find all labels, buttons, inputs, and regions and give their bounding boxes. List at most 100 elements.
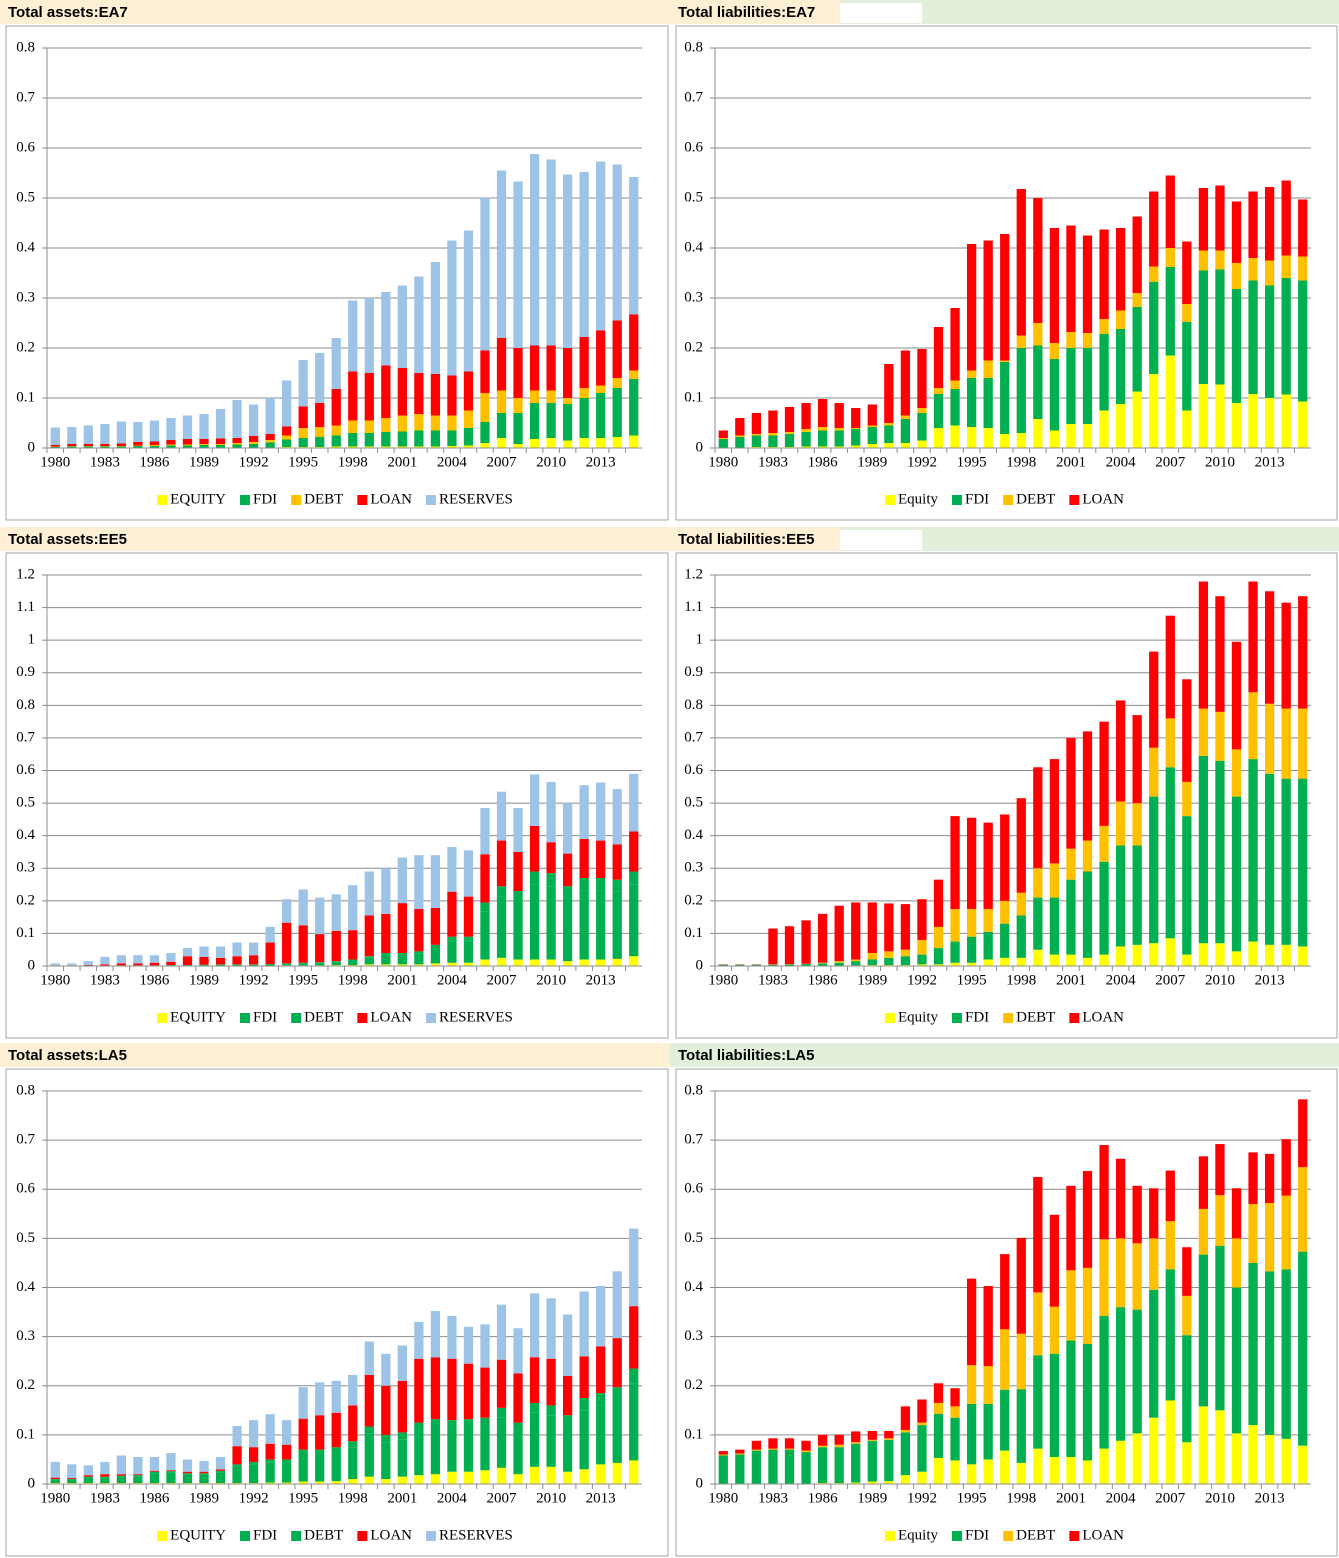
bar-segment — [579, 890, 589, 960]
bar-segment — [1082, 1171, 1093, 1268]
bar-segment — [513, 444, 523, 448]
header-strip — [670, 1043, 1339, 1067]
legend-swatch — [1003, 1531, 1014, 1541]
legend-label: Equity — [898, 491, 938, 507]
bar-segment — [199, 965, 209, 966]
bar-segment — [496, 1359, 507, 1408]
bar-segment — [100, 1461, 110, 1475]
y-tick-label: 0.4 — [16, 239, 35, 255]
x-tick-label: 1980 — [40, 454, 70, 470]
bar-segment — [331, 961, 341, 966]
y-tick-label: 0.6 — [684, 762, 703, 778]
bar-segment — [612, 1338, 622, 1388]
bar-segment — [933, 1413, 944, 1458]
bar-segment — [1264, 1153, 1275, 1204]
bar-segment — [1281, 602, 1291, 709]
bar-segment — [629, 314, 639, 371]
bar-segment — [1066, 348, 1076, 424]
bar-segment — [579, 1356, 589, 1399]
bar-segment — [950, 380, 960, 389]
bar-segment — [1182, 954, 1192, 966]
bar-segment — [166, 445, 176, 448]
bar-segment — [315, 403, 325, 427]
bar-segment — [199, 1471, 209, 1474]
bar-segment — [596, 1464, 606, 1484]
bar-segment — [265, 1459, 275, 1463]
bar-segment — [1248, 191, 1258, 258]
bar-segment — [1215, 1245, 1225, 1411]
bar-segment — [364, 433, 374, 447]
bar-segment — [1298, 778, 1308, 947]
bar-segment — [612, 437, 622, 448]
bar-segment — [933, 1457, 944, 1484]
y-tick-label: 0.4 — [684, 827, 703, 843]
bar-segment — [1016, 189, 1026, 336]
legend-label: RESERVES — [439, 1009, 513, 1025]
bar-segment — [596, 959, 606, 966]
bar-segment — [1248, 394, 1258, 448]
bar-segment — [496, 413, 507, 438]
bar-segment — [1215, 596, 1225, 712]
y-tick-label: 0.7 — [16, 1132, 35, 1148]
bar-segment — [801, 1452, 811, 1484]
bar-segment — [1182, 322, 1192, 411]
x-tick-label: 2007 — [1155, 454, 1186, 470]
chart-title: Total assets:EE5 — [8, 531, 127, 548]
bar-segment — [1099, 319, 1109, 334]
x-tick-label: 2010 — [1205, 454, 1235, 470]
bar-segment — [1198, 250, 1209, 271]
legend-swatch — [239, 1531, 250, 1541]
bar-segment — [579, 398, 589, 438]
bar-segment — [801, 403, 811, 429]
bar-segment — [1049, 759, 1060, 864]
bar-segment — [315, 353, 325, 403]
y-tick-label: 0.4 — [684, 1279, 703, 1295]
bar-segment — [348, 446, 358, 448]
bar-segment — [851, 959, 861, 962]
bar-segment — [331, 446, 341, 448]
bar-segment — [1132, 216, 1142, 293]
bar-segment — [1066, 954, 1076, 966]
bar-segment — [1099, 1315, 1109, 1449]
bar-segment — [348, 1405, 358, 1442]
legend-label: Equity — [898, 1009, 938, 1025]
bar-segment — [463, 1427, 474, 1472]
x-tick-label: 2007 — [1155, 1490, 1186, 1506]
x-tick-label: 2004 — [437, 972, 468, 988]
bar-segment — [983, 1459, 993, 1484]
bar-segment — [315, 934, 325, 963]
bar-segment — [1215, 384, 1225, 448]
x-tick-label: 1998 — [1006, 454, 1036, 470]
header-blank — [840, 530, 922, 550]
bar-segment — [900, 415, 911, 419]
x-tick-label: 2004 — [1106, 972, 1137, 988]
bar-segment — [1298, 1251, 1308, 1446]
bar-segment — [1099, 825, 1109, 862]
bar-segment — [983, 240, 993, 361]
bar-segment — [1149, 374, 1159, 448]
bar-segment — [331, 435, 341, 447]
bar-segment — [298, 406, 308, 428]
y-tick-label: 0.5 — [16, 795, 35, 811]
bar-segment — [67, 963, 77, 966]
bar-segment — [612, 1387, 622, 1400]
bar-segment — [496, 170, 507, 338]
bar-segment — [414, 276, 424, 373]
bar-segment — [215, 1469, 226, 1471]
y-tick-label: 0 — [28, 957, 36, 973]
bar-segment — [248, 955, 259, 965]
bar-segment — [315, 897, 325, 935]
legend-label: FDI — [253, 491, 277, 507]
bar-segment — [884, 364, 894, 423]
bar-segment — [298, 1387, 308, 1419]
bar-segment — [900, 419, 911, 443]
bar-segment — [1248, 280, 1258, 394]
bar-segment — [851, 445, 861, 448]
bar-segment — [1231, 796, 1242, 952]
bar-segment — [133, 1475, 143, 1477]
bar-segment — [1082, 235, 1093, 333]
bar-segment — [950, 1460, 960, 1484]
x-tick-label: 2001 — [1056, 972, 1086, 988]
y-tick-label: 0.3 — [684, 289, 703, 305]
x-tick-label: 1983 — [90, 454, 120, 470]
